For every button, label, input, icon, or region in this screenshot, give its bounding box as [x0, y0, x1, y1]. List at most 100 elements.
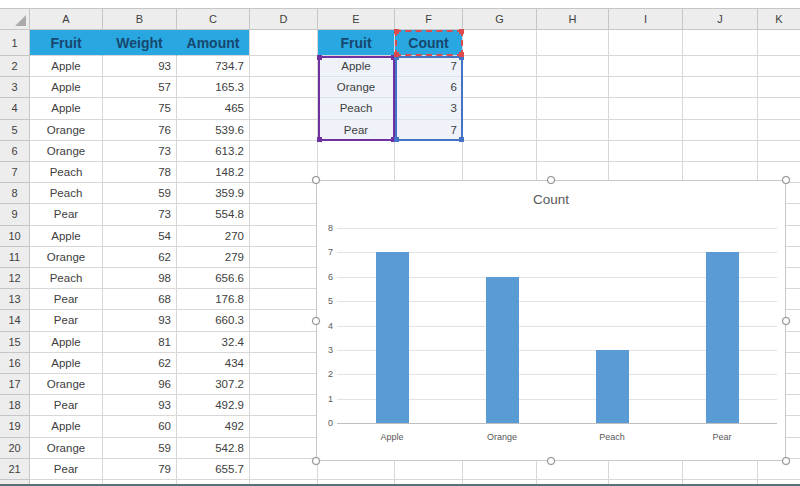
- range-handle[interactable]: [459, 137, 464, 142]
- cell-C9[interactable]: 554.8: [177, 204, 250, 225]
- cell-D5[interactable]: [250, 120, 318, 141]
- cell-G3[interactable]: [463, 77, 537, 98]
- cell-A20[interactable]: Orange: [30, 438, 103, 459]
- value-range-border[interactable]: [395, 56, 463, 141]
- row-header-4[interactable]: 4: [0, 98, 30, 119]
- cell-D2[interactable]: [250, 56, 318, 77]
- cell-K6[interactable]: [758, 141, 800, 162]
- row-header-1[interactable]: 1: [0, 30, 30, 56]
- chart-title[interactable]: Count: [317, 192, 785, 207]
- cell-K21[interactable]: [758, 459, 800, 480]
- cell-B10[interactable]: 54: [103, 226, 177, 247]
- cell-F21[interactable]: [395, 459, 463, 480]
- cell-C8[interactable]: 359.9: [177, 183, 250, 204]
- cell-C4[interactable]: 465: [177, 98, 250, 119]
- cell-C7[interactable]: 148.2: [177, 162, 250, 183]
- cell-A9[interactable]: Pear: [30, 204, 103, 225]
- row-header-2[interactable]: 2: [0, 56, 30, 77]
- cell-G2[interactable]: [463, 56, 537, 77]
- cell-D9[interactable]: [250, 204, 318, 225]
- chart-handle-n[interactable]: [547, 176, 555, 184]
- cell-A6[interactable]: Orange: [30, 141, 103, 162]
- cell-G1[interactable]: [463, 30, 537, 56]
- cell-B6[interactable]: 73: [103, 141, 177, 162]
- cell-G6[interactable]: [463, 141, 537, 162]
- cell-K5[interactable]: [758, 120, 800, 141]
- row-header-19[interactable]: 19: [0, 416, 30, 437]
- cell-H5[interactable]: [537, 120, 609, 141]
- range-handle[interactable]: [317, 55, 322, 60]
- row-header-20[interactable]: 20: [0, 438, 30, 459]
- cell-A16[interactable]: Apple: [30, 353, 103, 374]
- cell-D13[interactable]: [250, 289, 318, 310]
- cell-I3[interactable]: [609, 77, 683, 98]
- cell-G21[interactable]: [463, 459, 537, 480]
- chart-handle-ne[interactable]: [782, 176, 790, 184]
- cell-D17[interactable]: [250, 374, 318, 395]
- cell-J5[interactable]: [683, 120, 758, 141]
- bar-peach[interactable]: [596, 350, 629, 423]
- cell-B21[interactable]: 79: [103, 459, 177, 480]
- cell-B20[interactable]: 59: [103, 438, 177, 459]
- cell-E6[interactable]: [318, 141, 395, 162]
- cell-A19[interactable]: Apple: [30, 416, 103, 437]
- cell-A15[interactable]: Apple: [30, 332, 103, 353]
- column-header-E[interactable]: E: [318, 8, 395, 30]
- cell-H6[interactable]: [537, 141, 609, 162]
- cell-B13[interactable]: 68: [103, 289, 177, 310]
- row-header-15[interactable]: 15: [0, 332, 30, 353]
- cell-C3[interactable]: 165.3: [177, 77, 250, 98]
- cell-F6[interactable]: [395, 141, 463, 162]
- category-range-border[interactable]: [318, 56, 395, 141]
- range-handle[interactable]: [394, 137, 399, 142]
- bar-apple[interactable]: [376, 252, 409, 423]
- cell-B7[interactable]: 78: [103, 162, 177, 183]
- cell-D11[interactable]: [250, 247, 318, 268]
- cell-C1[interactable]: Amount: [177, 30, 250, 56]
- cell-I2[interactable]: [609, 56, 683, 77]
- cell-D8[interactable]: [250, 183, 318, 204]
- cell-C16[interactable]: 434: [177, 353, 250, 374]
- cell-C5[interactable]: 539.6: [177, 120, 250, 141]
- column-header-D[interactable]: D: [250, 8, 318, 30]
- cell-D18[interactable]: [250, 395, 318, 416]
- cell-D6[interactable]: [250, 141, 318, 162]
- cell-B11[interactable]: 62: [103, 247, 177, 268]
- cell-D12[interactable]: [250, 268, 318, 289]
- row-header-11[interactable]: 11: [0, 247, 30, 268]
- column-header-A[interactable]: A: [30, 8, 103, 30]
- column-header-C[interactable]: C: [177, 8, 250, 30]
- cell-C6[interactable]: 613.2: [177, 141, 250, 162]
- cell-C19[interactable]: 492: [177, 416, 250, 437]
- cell-D7[interactable]: [250, 162, 318, 183]
- cell-D21[interactable]: [250, 459, 318, 480]
- cell-C12[interactable]: 656.6: [177, 268, 250, 289]
- cell-D15[interactable]: [250, 332, 318, 353]
- cell-J3[interactable]: [683, 77, 758, 98]
- cell-J1[interactable]: [683, 30, 758, 56]
- cell-E1[interactable]: Fruit: [318, 30, 395, 56]
- row-header-5[interactable]: 5: [0, 120, 30, 141]
- range-handle[interactable]: [394, 29, 399, 34]
- cell-J2[interactable]: [683, 56, 758, 77]
- cell-C20[interactable]: 542.8: [177, 438, 250, 459]
- cell-B2[interactable]: 93: [103, 56, 177, 77]
- cell-A5[interactable]: Orange: [30, 120, 103, 141]
- cell-A12[interactable]: Peach: [30, 268, 103, 289]
- series-name-range-border[interactable]: [395, 30, 463, 56]
- column-header-I[interactable]: I: [609, 8, 683, 30]
- row-header-9[interactable]: 9: [0, 204, 30, 225]
- cell-A4[interactable]: Apple: [30, 98, 103, 119]
- range-handle[interactable]: [394, 52, 399, 57]
- cell-H3[interactable]: [537, 77, 609, 98]
- cell-J6[interactable]: [683, 141, 758, 162]
- cell-A3[interactable]: Apple: [30, 77, 103, 98]
- row-header-16[interactable]: 16: [0, 353, 30, 374]
- cell-C13[interactable]: 176.8: [177, 289, 250, 310]
- cell-A11[interactable]: Orange: [30, 247, 103, 268]
- cell-B8[interactable]: 59: [103, 183, 177, 204]
- row-header-17[interactable]: 17: [0, 374, 30, 395]
- range-handle[interactable]: [459, 29, 464, 34]
- row-header-14[interactable]: 14: [0, 310, 30, 331]
- cell-I6[interactable]: [609, 141, 683, 162]
